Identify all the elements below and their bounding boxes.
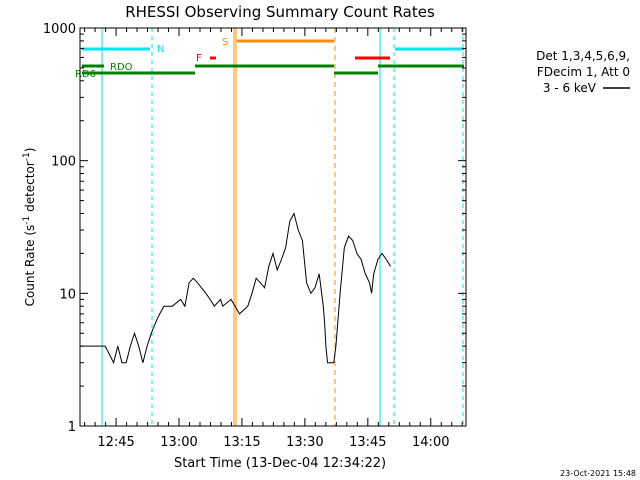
x-axis: 12:45 13:00 13:15 13:30 13:45 14:00 <box>84 28 463 450</box>
y-tick-label: 1000 <box>43 22 76 37</box>
x-tick-label: 13:00 <box>160 435 197 450</box>
y-axis-label-main: Count Rate (s <box>23 225 37 307</box>
legend-label-0: 3 - 6 keV <box>543 81 597 95</box>
y-axis: 1 10 100 1000 <box>43 22 466 435</box>
x-tick-label: 13:30 <box>286 435 323 450</box>
series-line-0 <box>80 212 391 365</box>
legend-header-1: Det 1,3,4,5,6,9, <box>536 49 630 63</box>
night-label: N <box>157 44 164 55</box>
x-tick-label: 13:45 <box>349 435 386 450</box>
saa-label: S <box>222 37 228 48</box>
series-layer <box>80 212 391 365</box>
y-axis-label-sup1: -1 <box>22 216 32 225</box>
annotation-layer: N F S RDO RD6 <box>75 28 464 426</box>
legend-header-2: FDecim 1, Att 0 <box>537 65 630 79</box>
x-axis-label: Start Time (13-Dec-04 12:34:22) <box>174 456 386 471</box>
y-axis-label-end: ) <box>23 148 37 153</box>
y-axis-label: Count Rate (s-1 detector-1) <box>22 148 37 307</box>
footer-date: 23-Oct-2021 15:48 <box>560 469 636 478</box>
y-tick-label: 1 <box>68 420 76 435</box>
flare-label: F <box>196 53 202 64</box>
x-tick-label: 14:00 <box>412 435 449 450</box>
rd6-label: RD6 <box>75 69 96 80</box>
rdo-label: RDO <box>110 62 133 73</box>
plot-area: N F S RDO RD6 1 10 100 1000 12:45 13:00 13:15 13:3… <box>43 22 467 450</box>
legend: Det 1,3,4,5,6,9, FDecim 1, Att 0 3 - 6 keV <box>536 49 630 95</box>
y-axis-label-mid: detector <box>23 161 37 216</box>
y-axis-label-sup2: -1 <box>22 152 32 161</box>
y-tick-label: 10 <box>59 287 76 302</box>
chart-title: RHESSI Observing Summary Count Rates <box>125 3 435 21</box>
y-tick-label: 100 <box>51 155 76 170</box>
x-tick-label: 13:15 <box>223 435 260 450</box>
x-tick-label: 12:45 <box>97 435 134 450</box>
